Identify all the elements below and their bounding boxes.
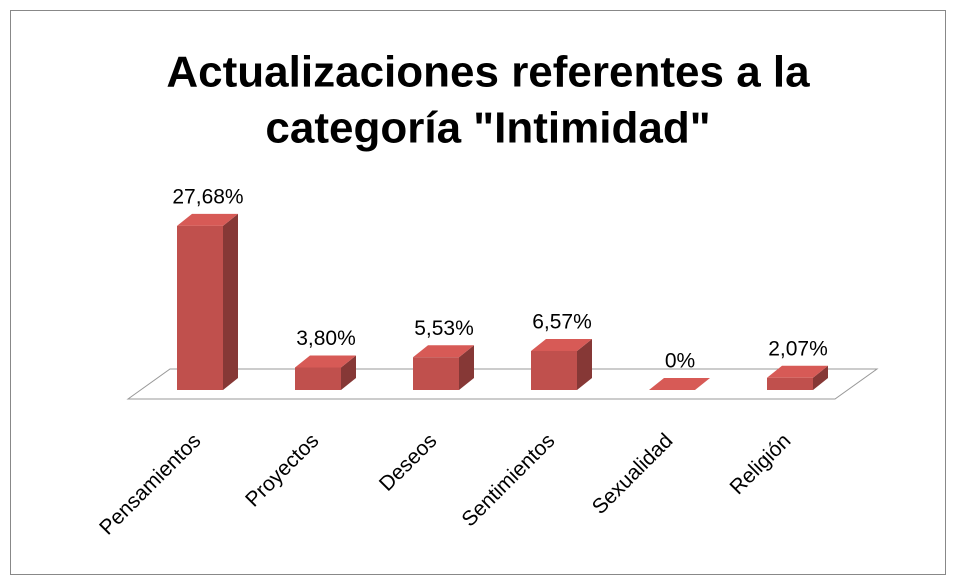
chart-border (10, 10, 946, 575)
chart-title: categoría "Intimidad" (265, 104, 710, 153)
value-label: 5,53% (414, 317, 474, 340)
bar (177, 213, 238, 390)
bar (295, 355, 356, 390)
bar (649, 378, 710, 390)
bar-front (413, 357, 459, 390)
bar-top (649, 378, 710, 390)
value-label: 6,57% (532, 311, 592, 334)
value-label: 0% (665, 350, 695, 373)
bar-side (459, 345, 474, 390)
bar-side (813, 365, 828, 390)
floor (126, 368, 879, 400)
bar-front (177, 225, 223, 390)
bar-top (413, 345, 474, 358)
value-label: 3,80% (296, 327, 356, 350)
bar-top (767, 365, 828, 378)
bar-front (767, 377, 813, 390)
bar-top (295, 355, 356, 368)
chart-title: Actualizaciones referentes a la (166, 48, 810, 97)
bar (413, 345, 474, 390)
bar-top (177, 213, 238, 226)
bar-front (531, 351, 577, 390)
bar (531, 339, 592, 390)
bar (767, 365, 828, 390)
value-label: 27,68% (172, 185, 243, 208)
bar-side (223, 213, 238, 390)
bar-side (341, 355, 356, 390)
bar-top (531, 339, 592, 352)
bar-side (577, 339, 592, 390)
value-label: 2,07% (768, 337, 828, 360)
bar-front (295, 367, 341, 390)
